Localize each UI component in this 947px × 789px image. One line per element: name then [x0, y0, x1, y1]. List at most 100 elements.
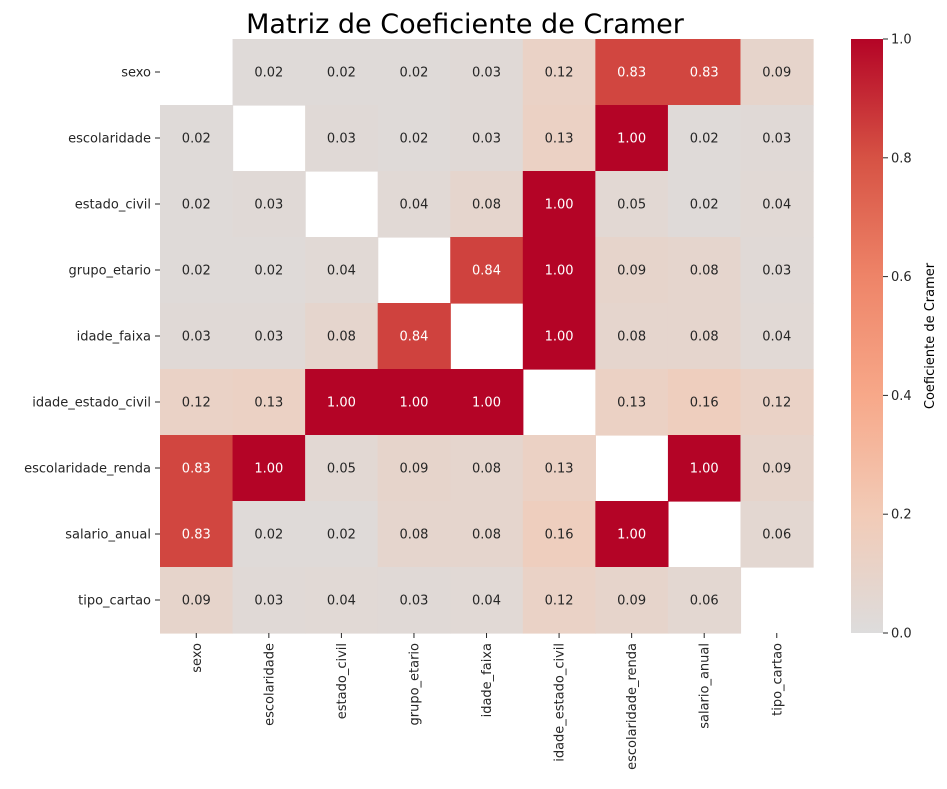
y-tick-label: idade_faixa [77, 330, 151, 345]
cell-value-label: 0.02 [399, 132, 428, 147]
heatmap-cell [595, 303, 669, 370]
cell-value-label: 0.09 [182, 594, 211, 609]
heatmap-cell [232, 171, 306, 238]
heatmap-cell [450, 567, 524, 634]
heatmap-cells: 0.02 0.02 0.02 0.03 0.12 0.83 0.83 0.09 0.02 0.03… [160, 39, 814, 634]
x-tick-label: escolaridade [262, 643, 277, 726]
x-tick-label: idade_estado_civil [553, 643, 568, 762]
cell-value-label: 0.02 [690, 132, 719, 147]
heatmap-cell [305, 39, 379, 106]
chart-title: Matriz de Coeficiente de Cramer [246, 9, 685, 40]
heatmap-cell [377, 501, 451, 568]
heatmap-cell [377, 435, 451, 502]
cell-value-label: 0.03 [762, 264, 791, 279]
heatmap-cell [667, 435, 742, 502]
cell-value-label: 0.13 [545, 462, 574, 477]
colorbar-tick-label: 1.0 [891, 33, 912, 48]
cell-value-label: 1.00 [545, 198, 574, 213]
heatmap-cell [305, 501, 379, 568]
y-tick-label: sexo [121, 66, 151, 81]
y-tick-label: salario_anual [65, 528, 151, 543]
heatmap-cell [377, 303, 451, 370]
cell-value-label: 0.03 [254, 594, 283, 609]
heatmap-cell [305, 567, 379, 634]
heatmap-cell [160, 237, 234, 304]
cell-value-label: 0.08 [472, 198, 501, 213]
cell-value-label: 0.12 [545, 594, 574, 609]
heatmap-cell [377, 567, 451, 634]
cell-value-label: 0.83 [182, 528, 211, 543]
heatmap-cell [377, 369, 451, 436]
y-tick-label: tipo_cartao [78, 594, 151, 609]
heatmap-cell [450, 105, 524, 172]
cell-value-label: 0.08 [617, 330, 646, 345]
colorbar: 0.0 0.2 0.4 0.6 0.8 1.0 Coeficiente de Cramer [851, 33, 938, 642]
cell-value-label: 0.13 [617, 396, 646, 411]
heatmap-cell [522, 105, 596, 172]
colorbar-ticks: 0.0 0.2 0.4 0.6 0.8 1.0 [883, 33, 912, 642]
heatmap-cell [740, 39, 814, 106]
heatmap-cell [305, 237, 379, 304]
y-tick-label: escolaridade_renda [24, 462, 151, 477]
heatmap-cell [377, 171, 451, 238]
heatmap-cell [305, 435, 379, 502]
heatmap-cell [740, 237, 814, 304]
heatmap-cell [305, 303, 379, 370]
heatmap-cell [667, 39, 742, 106]
cell-value-label: 0.08 [690, 330, 719, 345]
cell-value-label: 0.83 [690, 66, 719, 81]
heatmap-cell [160, 171, 234, 238]
y-tick-label: idade_estado_civil [32, 396, 151, 411]
heatmap-cell [522, 237, 596, 304]
heatmap-cell [160, 303, 234, 370]
heatmap-cell [232, 369, 306, 436]
cell-value-label: 0.08 [472, 462, 501, 477]
heatmap-cell [522, 435, 596, 502]
heatmap-cell [667, 567, 742, 634]
colorbar-tick-label: 0.2 [891, 508, 912, 523]
colorbar-tick-label: 0.8 [891, 151, 912, 166]
cell-value-label: 0.09 [617, 264, 646, 279]
heatmap-cell [522, 171, 596, 238]
heatmap-cell [305, 105, 379, 172]
cell-value-label: 0.84 [399, 330, 428, 345]
heatmap-cell [740, 171, 814, 238]
heatmap-cell [595, 567, 669, 634]
heatmap-cell [377, 105, 451, 172]
cell-value-label: 1.00 [690, 462, 719, 477]
heatmap-cell [667, 105, 742, 172]
cell-value-label: 0.02 [182, 264, 211, 279]
cell-value-label: 0.02 [327, 66, 356, 81]
heatmap-cell [667, 171, 742, 238]
cell-value-label: 0.03 [182, 330, 211, 345]
heatmap-cell [667, 303, 742, 370]
heatmap-cell [667, 369, 742, 436]
cell-value-label: 0.04 [327, 594, 356, 609]
cell-value-label: 1.00 [399, 396, 428, 411]
cell-value-label: 0.05 [327, 462, 356, 477]
cell-value-label: 0.04 [762, 198, 791, 213]
colorbar-tick-label: 0.6 [891, 270, 912, 285]
heatmap-cell [595, 39, 669, 106]
heatmap-cell [595, 171, 669, 238]
heatmap-cell [232, 567, 306, 634]
heatmap-cell [595, 369, 669, 436]
cell-value-label: 0.03 [254, 330, 283, 345]
heatmap-cell [740, 105, 814, 172]
heatmap-cell [450, 171, 524, 238]
cell-value-label: 0.02 [254, 528, 283, 543]
heatmap-cell [740, 369, 814, 436]
cell-value-label: 0.03 [399, 594, 428, 609]
colorbar-label: Coeficiente de Cramer [923, 262, 938, 409]
cell-value-label: 0.03 [327, 132, 356, 147]
x-tick-label: escolaridade_renda [625, 643, 640, 770]
cell-value-label: 0.04 [327, 264, 356, 279]
cell-value-label: 0.12 [182, 396, 211, 411]
cell-value-label: 0.09 [762, 66, 791, 81]
cell-value-label: 0.03 [762, 132, 791, 147]
x-axis-ticks: sexo escolaridade estado_civil grupo_etario… [190, 633, 785, 770]
heatmap-cell [522, 303, 596, 370]
cell-value-label: 0.09 [617, 594, 646, 609]
cell-value-label: 1.00 [327, 396, 356, 411]
